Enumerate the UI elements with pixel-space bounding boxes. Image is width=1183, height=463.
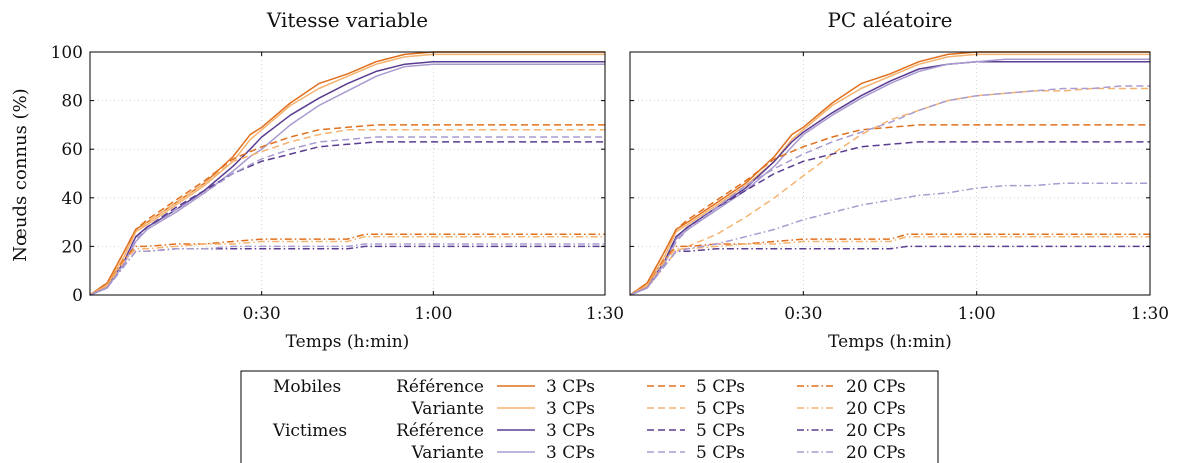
x-tick-label: 1:00 [414,304,452,324]
series-line [89,51,605,296]
y-tick-label: 100 [51,43,83,63]
legend-entry-label: 20 CPs [846,399,906,419]
series-line [89,233,605,296]
y-axis-label: Nœuds connus (%) [10,88,31,261]
series-line [629,53,1150,296]
series-line [89,245,605,296]
x-tick-label: 0:30 [243,304,281,324]
series-line [629,235,1150,296]
series-line [89,60,605,296]
series-line [89,124,605,296]
legend-entry-label: 20 CPs [846,421,906,441]
legend-entry-label: 3 CPs [546,399,595,419]
legend-row-label: Référence [396,377,484,397]
plot-frame [629,51,1151,296]
legend-group-label: Mobiles [273,377,341,397]
legend-entry-label: 3 CPs [546,421,595,441]
legend-entry-label: 20 CPs [846,377,906,397]
y-tick-label: 40 [61,189,83,209]
series-line [89,53,605,296]
series-line [629,58,1150,296]
legend-entry-label: 3 CPs [546,377,595,397]
series-line [89,136,605,296]
legend-row-label: Variante [411,443,484,463]
series-line [89,63,605,296]
x-axis-label: Temps (h:min) [286,332,410,352]
series-line [89,243,605,296]
series-line [629,85,1150,296]
series-line [629,245,1150,296]
y-tick-label: 80 [61,92,83,112]
chart-panel-1: Vitesse variable 0 20 40 60 80 100 0:30 1:00 1:30… [51,8,625,352]
x-axis-label: Temps (h:min) [828,332,952,352]
series-line [89,141,605,296]
y-tick-label: 20 [61,237,83,257]
x-tick-label: 0:30 [784,304,822,324]
y-tick-label: 0 [72,286,83,306]
legend-row-label: Variante [411,399,484,419]
series-line [629,182,1150,296]
series-line [629,124,1150,296]
series-line [629,60,1150,296]
legend-entry-label: 5 CPs [696,377,745,397]
legend-row-label: Référence [396,421,484,441]
series-line [89,129,605,296]
legend-group-label: Victimes [272,421,347,441]
legend-entry-label: 20 CPs [846,443,906,463]
plot-frame [89,51,606,296]
x-tick-label: 1:00 [958,304,996,324]
chart-title: PC aléatoire [827,8,952,32]
legend-entry-label: 5 CPs [696,421,745,441]
x-tick-label: 1:30 [1131,304,1169,324]
series-line [629,141,1150,296]
series-line [629,87,1150,296]
chart-panel-2: PC aléatoire 0:30 1:00 1:30 Temps (h:min) [629,8,1169,352]
legend: Mobiles Référence 3 CPs 5 CPs 20 CPs Variante… [240,370,939,463]
series-line [89,235,605,296]
legend-entry-label: 5 CPs [696,399,745,419]
legend-entry-label: 5 CPs [696,443,745,463]
chart-title: Vitesse variable [266,8,428,32]
y-tick-label: 60 [61,140,83,160]
legend-entry-label: 3 CPs [546,443,595,463]
x-tick-label: 1:30 [586,304,624,324]
series-line [629,233,1150,296]
